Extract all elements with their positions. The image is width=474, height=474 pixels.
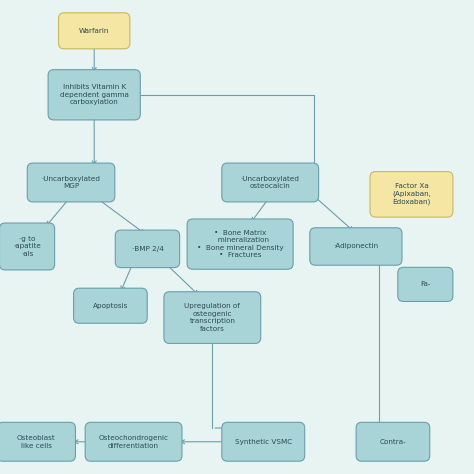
FancyBboxPatch shape: [356, 422, 430, 461]
FancyBboxPatch shape: [0, 223, 55, 270]
Text: Factor Xa
(Apixaban,
Edoxaban): Factor Xa (Apixaban, Edoxaban): [392, 183, 431, 205]
Text: Warfarin: Warfarin: [79, 28, 109, 34]
FancyBboxPatch shape: [164, 292, 261, 343]
Text: Osteoblast
like cells: Osteoblast like cells: [17, 435, 55, 448]
FancyBboxPatch shape: [370, 172, 453, 217]
Text: ·Adiponectin: ·Adiponectin: [333, 244, 378, 249]
Text: ·BMP 2/4: ·BMP 2/4: [131, 246, 164, 252]
Text: ·Uncarboxylated
MGP: ·Uncarboxylated MGP: [42, 176, 100, 189]
Text: Apoptosis: Apoptosis: [93, 303, 128, 309]
FancyBboxPatch shape: [0, 422, 75, 461]
Text: ·Uncarboxylated
osteocalcin: ·Uncarboxylated osteocalcin: [241, 176, 300, 189]
FancyBboxPatch shape: [73, 288, 147, 323]
FancyBboxPatch shape: [85, 422, 182, 461]
Text: Contra-: Contra-: [380, 439, 406, 445]
FancyBboxPatch shape: [187, 219, 293, 269]
Text: Osteochondrogenic
differentiation: Osteochondrogenic differentiation: [99, 435, 169, 448]
FancyBboxPatch shape: [115, 230, 180, 268]
Text: Fa-: Fa-: [420, 282, 430, 287]
FancyBboxPatch shape: [310, 228, 402, 265]
FancyBboxPatch shape: [59, 13, 130, 49]
Text: Synthetic VSMC: Synthetic VSMC: [235, 439, 292, 445]
Text: •  Bone Matrix
   mineralization
•  Bone mineral Density
•  Fractures: • Bone Matrix mineralization • Bone mine…: [197, 230, 283, 258]
FancyBboxPatch shape: [222, 422, 305, 461]
FancyBboxPatch shape: [398, 267, 453, 301]
Text: ·g to
·apatite
·als: ·g to ·apatite ·als: [13, 236, 41, 257]
FancyBboxPatch shape: [48, 70, 140, 120]
FancyBboxPatch shape: [222, 163, 319, 202]
FancyBboxPatch shape: [27, 163, 115, 202]
Text: Upregulation of
osteogenic
transcription
factors: Upregulation of osteogenic transcription…: [184, 303, 240, 332]
Text: Inhibits Vitamin K
dependent gamma
carboxylation: Inhibits Vitamin K dependent gamma carbo…: [60, 84, 128, 105]
